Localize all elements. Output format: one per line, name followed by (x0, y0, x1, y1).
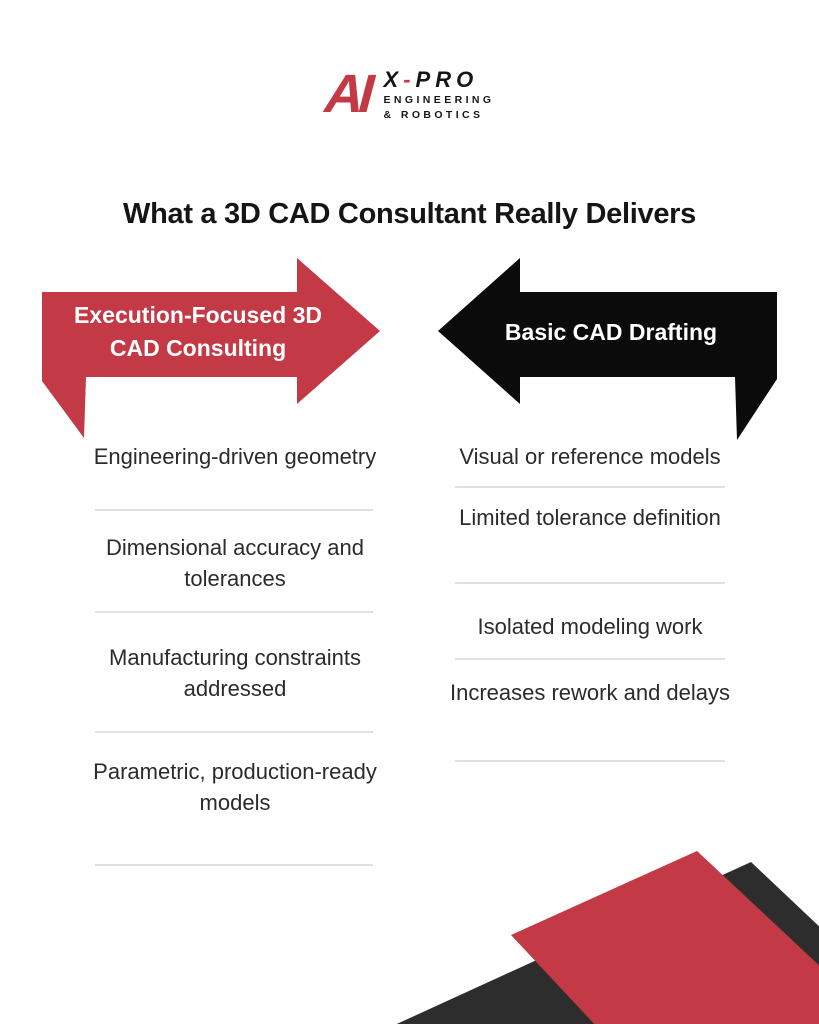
divider (455, 658, 725, 660)
right-arrow-shape (438, 258, 777, 440)
brand-name-dash: - (403, 67, 416, 92)
brand-subtitle-line2: & ROBOTICS (383, 109, 484, 122)
list-item-left-4: Parametric, production-ready models (93, 759, 377, 815)
brand-name: X-PRO (383, 67, 479, 92)
divider (95, 509, 373, 511)
logo-emblem-icon: AI (322, 64, 371, 125)
logo-wordmark: X-PRO ENGINEERING & ROBOTICS (383, 67, 495, 122)
list-item-left-2: Dimensional accuracy and tolerances (105, 535, 365, 591)
left-arrow-label: Execution-Focused 3D CAD Consulting (74, 302, 322, 361)
logo: AI X-PRO ENGINEERING & ROBOTICS (0, 64, 819, 125)
list-item-left-3: Manufacturing constraints addressed (109, 645, 361, 701)
divider (455, 582, 725, 584)
divider (455, 486, 725, 488)
list-item-right-2: Limited tolerance definition (459, 505, 721, 530)
divider (95, 864, 373, 866)
divider (95, 611, 373, 613)
right-arrow-label: Basic CAD Drafting (504, 319, 718, 345)
divider (95, 731, 373, 733)
page-title: What a 3D CAD Consultant Really Delivers (123, 198, 696, 231)
brand-name-x: X (383, 67, 404, 92)
left-arrow-shape (42, 258, 380, 438)
brand-name-pro: PRO (415, 67, 479, 92)
divider (455, 760, 725, 762)
list-item-left-1: Engineering-driven geometry (93, 444, 377, 469)
list-item-right-4: Increases rework and delays (449, 680, 731, 705)
list-item-right-3: Isolated modeling work (477, 614, 703, 639)
decor-red-shape (511, 851, 819, 1024)
brand-subtitle-line1: ENGINEERING (383, 94, 495, 107)
list-item-right-1: Visual or reference models (459, 444, 721, 469)
